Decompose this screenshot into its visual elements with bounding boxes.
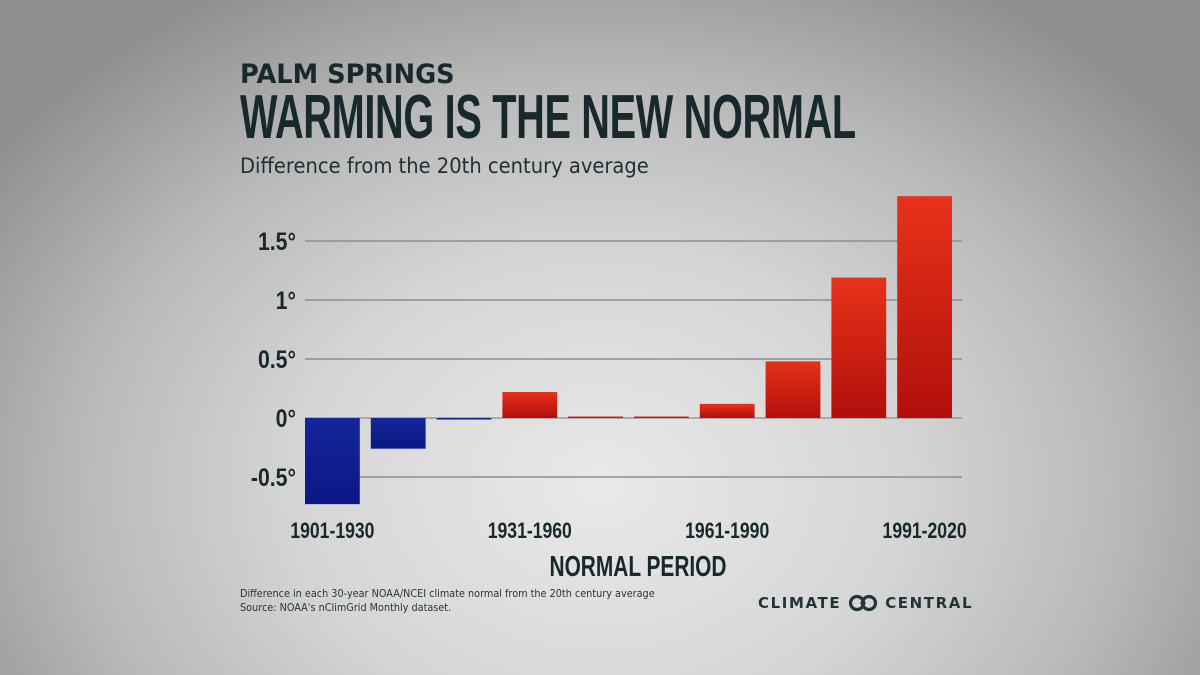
x-axis-ticks: 1901-1930 1931-1960 1961-1990 1991-2020 — [290, 519, 966, 543]
bar-1951-1980 — [634, 416, 689, 418]
logo-text-left: CLIMATE — [758, 594, 842, 612]
bar-1921-1950 — [436, 418, 492, 420]
x-tick-label: 1901-1930 — [290, 519, 374, 543]
x-axis-label: NORMAL PERIOD — [550, 551, 727, 583]
city-name: PALM SPRINGS — [240, 59, 455, 90]
bar-1961-1990 — [699, 403, 755, 418]
y-tick-label: 0° — [276, 404, 296, 432]
chart-subtitle: Difference from the 20th century average — [240, 154, 649, 178]
chart-header: PALM SPRINGS WARMING IS THE NEW NORMAL D… — [240, 59, 1200, 179]
bar-1941-1970 — [568, 416, 623, 418]
footnote-source: Source: NOAA's nClimGrid Monthly dataset… — [240, 601, 452, 614]
y-tick-label: -0.5° — [251, 463, 296, 491]
bar-1901-1930 — [305, 418, 360, 505]
climate-central-logo: CLIMATE CENTRAL — [758, 593, 973, 613]
bars — [305, 196, 952, 505]
x-tick-label: 1991-2020 — [883, 519, 967, 543]
interlocking-circles-icon — [849, 594, 878, 612]
footnote-description: Difference in each 30-year NOAA/NCEI cli… — [240, 587, 655, 600]
y-tick-label: 1° — [276, 286, 296, 314]
chart-title: WARMING IS THE NEW NORMAL — [240, 83, 856, 152]
logo-text-right: CENTRAL — [885, 594, 974, 612]
x-tick-label: 1961-1990 — [685, 519, 769, 543]
bar-1931-1960 — [502, 392, 558, 418]
y-axis-ticks: -0.5° 0° 0.5° 1° 1.5° — [251, 227, 296, 491]
bar-1911-1940 — [370, 418, 426, 449]
y-tick-label: 1.5° — [258, 227, 296, 255]
y-tick-label: 0.5° — [258, 345, 296, 373]
footnote: Difference in each 30-year NOAA/NCEI cli… — [240, 587, 655, 615]
bar-1981-2010 — [831, 277, 887, 418]
x-tick-label: 1931-1960 — [488, 519, 572, 543]
bar-1991-2020 — [897, 196, 952, 418]
bar-1971-2000 — [765, 361, 821, 418]
